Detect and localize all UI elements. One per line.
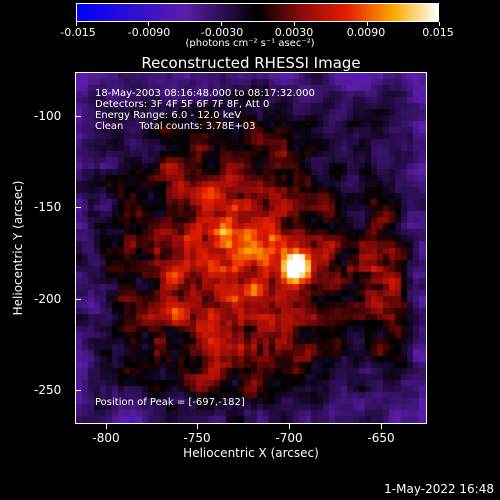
colorbar-tick <box>221 22 222 26</box>
x-tick <box>197 423 198 429</box>
time-range: 18-May-2003 08:16:48.000 to 08:17:32.000 <box>95 88 315 99</box>
colorbar-label: 0.0030 <box>274 26 314 39</box>
y-tick-label: -100 <box>34 109 62 123</box>
y-tick <box>75 116 81 117</box>
image-title: Reconstructed RHESSI Image <box>141 54 361 72</box>
colorbar-unit: (photons cm⁻² s⁻¹ asec⁻²) <box>185 38 315 49</box>
y-tick-label: -200 <box>34 292 62 306</box>
x-tick-label: -750 <box>183 431 211 445</box>
colorbar-tick <box>367 22 368 26</box>
x-tick <box>381 423 382 429</box>
clean-counts: Clean Total counts: 3.78E+03 <box>95 121 256 132</box>
x-axis-label: Heliocentric X (arcsec) <box>183 446 319 460</box>
energy-range: Energy Range: 6.0 - 12.0 keV <box>95 110 242 121</box>
y-tick <box>75 207 81 208</box>
x-tick-label: -650 <box>367 431 395 445</box>
y-axis-label: Heliocentric Y (arcsec) <box>11 180 25 316</box>
colorbar-label: -0.0030 <box>200 26 244 39</box>
x-tick <box>289 423 290 429</box>
colorbar-label: -0.0090 <box>127 26 171 39</box>
render-timestamp: 1-May-2022 16:48 <box>384 482 494 496</box>
colorbar-tick <box>294 22 295 26</box>
detectors: Detectors: 3F 4F 5F 6F 7F 8F, Att 0 <box>95 99 270 110</box>
colorbar-label: -0.015 <box>60 26 96 39</box>
colorbar-gradient <box>77 4 438 21</box>
x-tick <box>106 423 107 429</box>
colorbar-tick <box>76 22 77 26</box>
colorbar-tick <box>439 22 440 26</box>
colorbar <box>76 3 439 22</box>
y-tick <box>75 299 81 300</box>
x-tick-label: -700 <box>275 431 303 445</box>
y-tick-label: -250 <box>34 383 62 397</box>
colorbar-label: 0.015 <box>422 26 454 39</box>
rhessi-image <box>75 72 427 424</box>
peak-position: Position of Peak = [-697,-182] <box>95 397 245 408</box>
colorbar-label: 0.0090 <box>346 26 386 39</box>
colorbar-tick <box>148 22 149 26</box>
x-tick-label: -800 <box>92 431 120 445</box>
y-tick-label: -150 <box>34 200 62 214</box>
y-tick <box>75 390 81 391</box>
heatmap-canvas <box>76 73 426 423</box>
